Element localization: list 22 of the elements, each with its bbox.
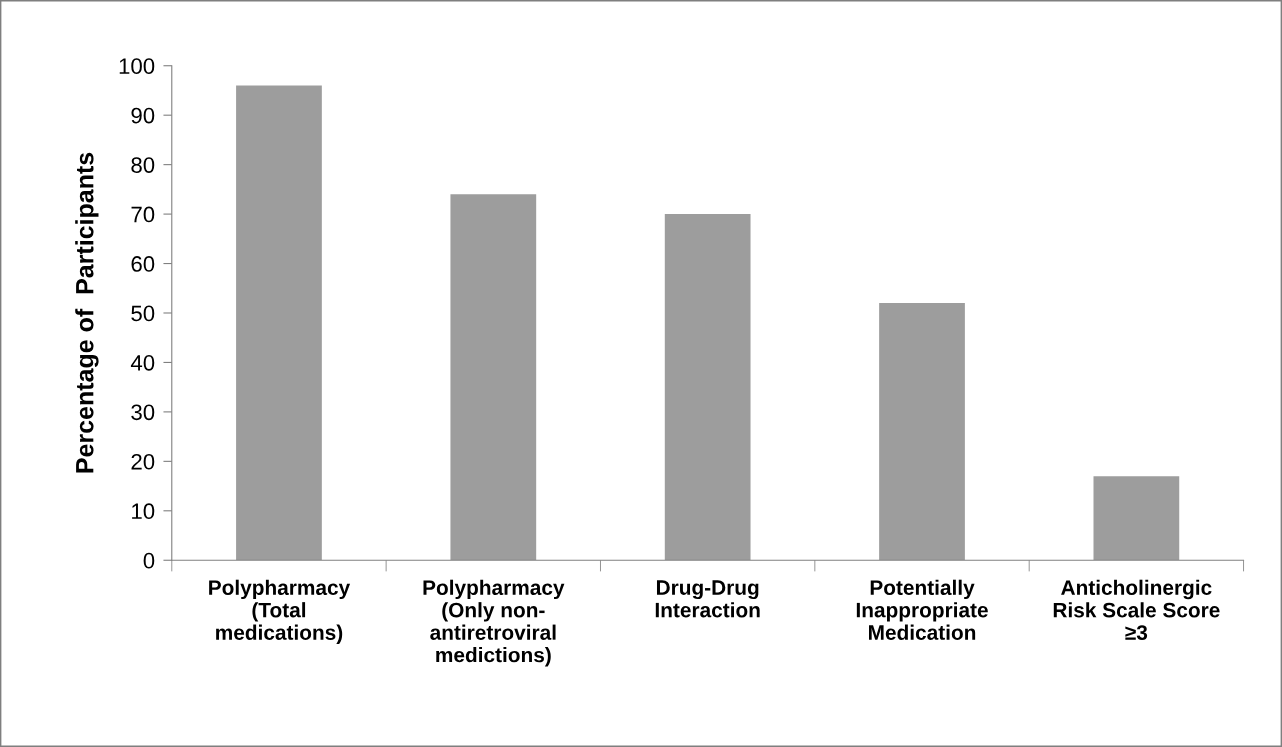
y-tick-label: 0 [143,552,155,569]
x-tick-label: Polypharmacy (Only non- antiretroviral medictions) [423,579,565,667]
bar [1093,476,1180,561]
y-tick-label: 30 [131,404,155,421]
y-tick-label: 80 [131,157,155,173]
y-tick-label: 60 [131,256,155,272]
x-tick-label: Polypharmacy (Total medications) [209,579,351,644]
y-tick-label: 70 [131,206,155,223]
x-tick-label: Drug-Drug Interaction [655,580,760,618]
y-tick-label: 10 [132,503,155,520]
x-tick-label: Anticholinergic Risk Scale Score ≥3 [1053,579,1220,640]
bar [236,85,322,561]
bar [664,214,751,561]
y-tick-label: 100 [119,58,155,75]
bar [450,194,537,561]
y-tick-label: 90 [131,107,155,124]
y-tick-label: 40 [130,354,155,371]
bar [879,303,965,561]
y-tick-label: 50 [131,305,155,322]
y-tick-label: 20 [131,453,155,470]
y-axis-title: Percentage of Participants [75,152,99,473]
x-tick-label: Potentially Inappropriate Medication [856,579,988,640]
